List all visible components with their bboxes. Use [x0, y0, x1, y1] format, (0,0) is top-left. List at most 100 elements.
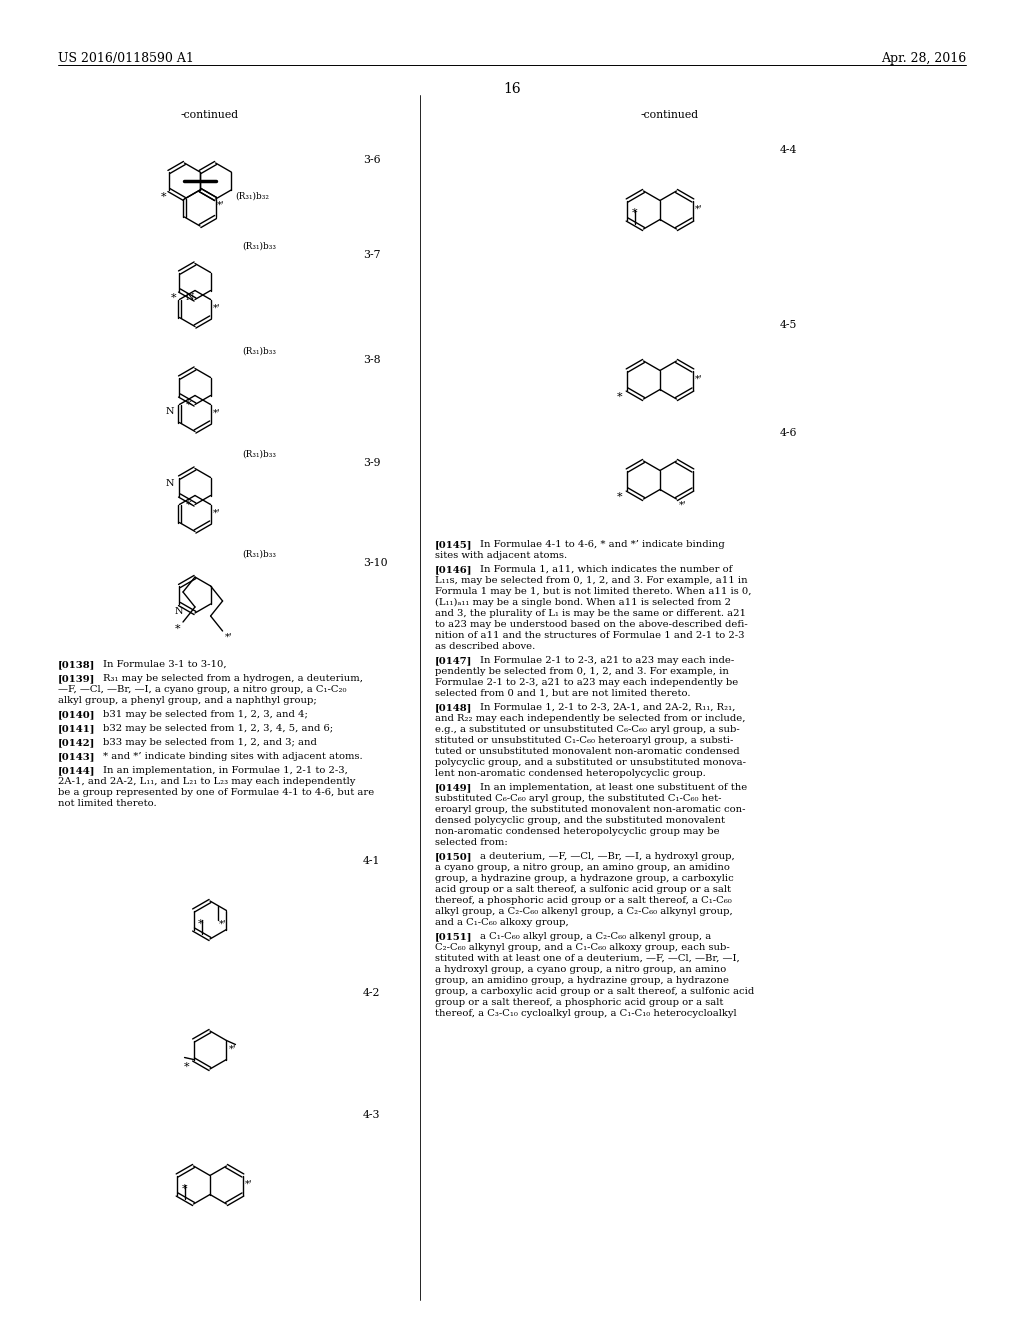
Text: [0147]: [0147] [435, 656, 472, 665]
Text: *': *' [224, 634, 232, 642]
Text: [0139]: [0139] [58, 675, 95, 682]
Text: tuted or unsubstituted monovalent non-aromatic condensed: tuted or unsubstituted monovalent non-ar… [435, 747, 739, 756]
Text: non-aromatic condensed heteropolycyclic group may be: non-aromatic condensed heteropolycyclic … [435, 828, 720, 836]
Text: *: * [198, 919, 204, 929]
Text: alkyl group, a C₂-C₆₀ alkenyl group, a C₂-C₆₀ alkynyl group,: alkyl group, a C₂-C₆₀ alkenyl group, a C… [435, 907, 733, 916]
Text: C₂-C₆₀ alkynyl group, and a C₁-C₆₀ alkoxy group, each sub-: C₂-C₆₀ alkynyl group, and a C₁-C₆₀ alkox… [435, 942, 730, 952]
Text: stituted or unsubstituted C₁-C₆₀ heteroaryl group, a substi-: stituted or unsubstituted C₁-C₆₀ heteroa… [435, 737, 733, 744]
Text: pendently be selected from 0, 1, 2, and 3. For example, in: pendently be selected from 0, 1, 2, and … [435, 667, 729, 676]
Text: group or a salt thereof, a phosphoric acid group or a salt: group or a salt thereof, a phosphoric ac… [435, 998, 723, 1007]
Text: thereof, a phosphoric acid group or a salt thereof, a C₁-C₆₀: thereof, a phosphoric acid group or a sa… [435, 896, 732, 906]
Text: US 2016/0118590 A1: US 2016/0118590 A1 [58, 51, 194, 65]
Text: to a23 may be understood based on the above-described defi-: to a23 may be understood based on the ab… [435, 620, 748, 630]
Text: N: N [166, 407, 174, 416]
Text: [0150]: [0150] [435, 851, 472, 861]
Text: 4-4: 4-4 [780, 145, 798, 154]
Text: 4-5: 4-5 [780, 319, 798, 330]
Text: selected from 0 and 1, but are not limited thereto.: selected from 0 and 1, but are not limit… [435, 689, 690, 698]
Text: [0142]: [0142] [58, 738, 95, 747]
Text: 4-2: 4-2 [362, 987, 381, 998]
Text: acid group or a salt thereof, a sulfonic acid group or a salt: acid group or a salt thereof, a sulfonic… [435, 884, 731, 894]
Text: group, an amidino group, a hydrazine group, a hydrazone: group, an amidino group, a hydrazine gro… [435, 975, 729, 985]
Text: *: * [632, 209, 637, 218]
Text: *: * [617, 491, 623, 502]
Text: *': *' [219, 920, 227, 929]
Text: substituted C₆-C₆₀ aryl group, the substituted C₁-C₆₀ het-: substituted C₆-C₆₀ aryl group, the subst… [435, 795, 722, 803]
Text: *': *' [228, 1044, 237, 1053]
Text: (R₃₁)b₃₃: (R₃₁)b₃₃ [242, 450, 276, 459]
Text: *': *' [695, 205, 702, 214]
Text: b32 may be selected from 1, 2, 3, 4, 5, and 6;: b32 may be selected from 1, 2, 3, 4, 5, … [103, 723, 333, 733]
Text: as described above.: as described above. [435, 642, 536, 651]
Text: L₁₁s, may be selected from 0, 1, 2, and 3. For example, a11 in: L₁₁s, may be selected from 0, 1, 2, and … [435, 576, 748, 585]
Text: 2A-1, and 2A-2, L₁₁, and L₂₁ to L₂₃ may each independently: 2A-1, and 2A-2, L₁₁, and L₂₁ to L₂₃ may … [58, 777, 355, 785]
Text: *: * [175, 624, 180, 634]
Text: lent non-aromatic condensed heteropolycyclic group.: lent non-aromatic condensed heteropolycy… [435, 770, 706, 777]
Text: eroaryl group, the substituted monovalent non-aromatic con-: eroaryl group, the substituted monovalen… [435, 805, 745, 814]
Text: *': *' [679, 502, 686, 510]
Text: N: N [186, 293, 195, 301]
Text: In Formulae 1, 2-1 to 2-3, 2A-1, and 2A-2, R₁₁, R₂₁,: In Formulae 1, 2-1 to 2-3, 2A-1, and 2A-… [480, 704, 735, 711]
Text: *: * [181, 1184, 187, 1195]
Text: [0138]: [0138] [58, 660, 95, 669]
Text: [0140]: [0140] [58, 710, 95, 719]
Text: In an implementation, at least one substituent of the: In an implementation, at least one subst… [480, 783, 748, 792]
Text: N: N [174, 607, 183, 616]
Text: 3-10: 3-10 [362, 558, 388, 568]
Text: *: * [183, 1061, 189, 1072]
Text: and R₂₂ may each independently be selected from or include,: and R₂₂ may each independently be select… [435, 714, 745, 723]
Text: a deuterium, —F, —Cl, —Br, —I, a hydroxyl group,: a deuterium, —F, —Cl, —Br, —I, a hydroxy… [480, 851, 735, 861]
Text: (L₁₁)ₐ₁₁ may be a single bond. When a11 is selected from 2: (L₁₁)ₐ₁₁ may be a single bond. When a11 … [435, 598, 731, 607]
Text: be a group represented by one of Formulae 4-1 to 4-6, but are: be a group represented by one of Formula… [58, 788, 374, 797]
Text: *: * [186, 499, 191, 510]
Text: N: N [166, 479, 174, 488]
Text: [0149]: [0149] [435, 783, 472, 792]
Text: alkyl group, a phenyl group, and a naphthyl group;: alkyl group, a phenyl group, and a napht… [58, 696, 316, 705]
Text: stituted with at least one of a deuterium, —F, —Cl, —Br, —I,: stituted with at least one of a deuteriu… [435, 954, 739, 964]
Text: In Formulae 3-1 to 3-10,: In Formulae 3-1 to 3-10, [103, 660, 226, 669]
Text: —F, —Cl, —Br, —I, a cyano group, a nitro group, a C₁-C₂₀: —F, —Cl, —Br, —I, a cyano group, a nitro… [58, 685, 346, 694]
Text: Formula 1 may be 1, but is not limited thereto. When a11 is 0,: Formula 1 may be 1, but is not limited t… [435, 587, 752, 597]
Text: [0151]: [0151] [435, 932, 472, 941]
Text: *': *' [695, 375, 702, 384]
Text: In Formulae 2-1 to 2-3, a21 to a23 may each inde-: In Formulae 2-1 to 2-3, a21 to a23 may e… [480, 656, 734, 665]
Text: [0143]: [0143] [58, 752, 95, 762]
Text: 3-8: 3-8 [362, 355, 381, 366]
Text: group, a carboxylic acid group or a salt thereof, a sulfonic acid: group, a carboxylic acid group or a salt… [435, 987, 755, 997]
Text: [0146]: [0146] [435, 565, 472, 574]
Text: a hydroxyl group, a cyano group, a nitro group, an amino: a hydroxyl group, a cyano group, a nitro… [435, 965, 726, 974]
Text: a cyano group, a nitro group, an amino group, an amidino: a cyano group, a nitro group, an amino g… [435, 863, 730, 873]
Text: polycyclic group, and a substituted or unsubstituted monova-: polycyclic group, and a substituted or u… [435, 758, 746, 767]
Text: densed polycyclic group, and the substituted monovalent: densed polycyclic group, and the substit… [435, 816, 725, 825]
Text: * and *’ indicate binding sites with adjacent atoms.: * and *’ indicate binding sites with adj… [103, 752, 362, 762]
Text: 4-1: 4-1 [362, 855, 381, 866]
Text: *: * [170, 293, 176, 302]
Text: [0145]: [0145] [435, 540, 472, 549]
Text: *': *' [213, 304, 220, 313]
Text: -continued: -continued [641, 110, 699, 120]
Text: and a C₁-C₆₀ alkoxy group,: and a C₁-C₆₀ alkoxy group, [435, 917, 568, 927]
Text: sites with adjacent atoms.: sites with adjacent atoms. [435, 550, 567, 560]
Text: (R₃₁)b₃₂: (R₃₁)b₃₂ [236, 191, 269, 201]
Text: not limited thereto.: not limited thereto. [58, 799, 157, 808]
Text: a C₁-C₆₀ alkyl group, a C₂-C₆₀ alkenyl group, a: a C₁-C₆₀ alkyl group, a C₂-C₆₀ alkenyl g… [480, 932, 712, 941]
Text: -continued: -continued [181, 110, 239, 120]
Text: thereof, a C₃-C₁₀ cycloalkyl group, a C₁-C₁₀ heterocycloalkyl: thereof, a C₃-C₁₀ cycloalkyl group, a C₁… [435, 1008, 736, 1018]
Text: (R₃₁)b₃₃: (R₃₁)b₃₃ [242, 347, 276, 356]
Text: 3-7: 3-7 [362, 249, 381, 260]
Text: 4-3: 4-3 [362, 1110, 381, 1119]
Text: *': *' [245, 1180, 253, 1188]
Text: b31 may be selected from 1, 2, 3, and 4;: b31 may be selected from 1, 2, 3, and 4; [103, 710, 308, 719]
Text: *: * [617, 392, 623, 401]
Text: group, a hydrazine group, a hydrazone group, a carboxylic: group, a hydrazine group, a hydrazone gr… [435, 874, 734, 883]
Text: and 3, the plurality of L₁ is may be the same or different. a21: and 3, the plurality of L₁ is may be the… [435, 609, 746, 618]
Text: selected from:: selected from: [435, 838, 508, 847]
Text: [0148]: [0148] [435, 704, 472, 711]
Text: Apr. 28, 2016: Apr. 28, 2016 [881, 51, 966, 65]
Text: [0141]: [0141] [58, 723, 95, 733]
Text: Formulae 2-1 to 2-3, a21 to a23 may each independently be: Formulae 2-1 to 2-3, a21 to a23 may each… [435, 678, 738, 686]
Text: nition of a11 and the structures of Formulae 1 and 2-1 to 2-3: nition of a11 and the structures of Form… [435, 631, 744, 640]
Text: 3-9: 3-9 [362, 458, 381, 469]
Text: In Formula 1, a11, which indicates the number of: In Formula 1, a11, which indicates the n… [480, 565, 732, 574]
Text: b33 may be selected from 1, 2, and 3; and: b33 may be selected from 1, 2, and 3; an… [103, 738, 316, 747]
